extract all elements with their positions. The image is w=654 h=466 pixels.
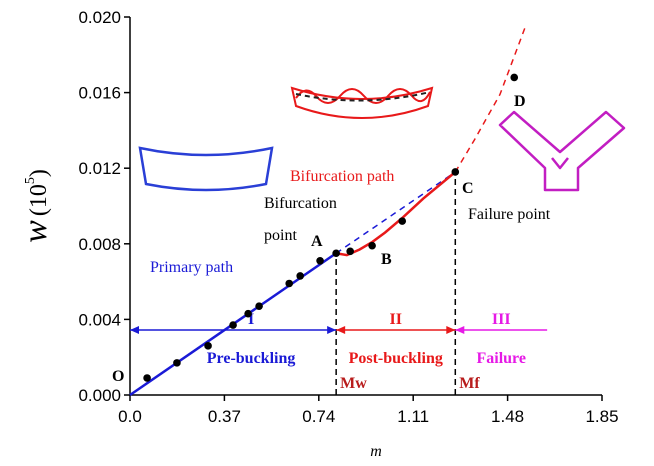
data-point [143, 374, 151, 382]
data-point [244, 309, 252, 318]
y-axis-label: w (105) [17, 169, 54, 243]
point-label: D [514, 93, 526, 110]
data-point [173, 359, 181, 367]
y-tick-label: 0.020 [78, 8, 121, 27]
data-point [510, 73, 519, 82]
x-tick-label: 0.0 [118, 407, 142, 426]
x-axis-label: m [370, 443, 382, 460]
region-label: Failure [476, 350, 525, 367]
annotation: Bifurcation [264, 195, 337, 212]
x-tick-label: 1.11 [397, 407, 429, 426]
data-point [368, 241, 376, 250]
x-tick-label: 0.37 [208, 407, 241, 426]
arrow-head [446, 326, 456, 334]
annotation: point [264, 227, 297, 244]
point-label: A [311, 233, 323, 250]
marker-label: Mf [459, 375, 480, 392]
data-point [316, 257, 324, 265]
annotation: Failure point [468, 206, 551, 223]
arrow-head [336, 326, 346, 334]
inset-failure [498, 110, 626, 192]
arrow-head [327, 326, 337, 334]
data-point [332, 249, 340, 258]
point-label: B [381, 251, 392, 268]
marker-label: Mw [340, 375, 367, 392]
inset-postbuckling [290, 86, 434, 119]
data-point [451, 168, 460, 176]
plot-area: 0.000 0.004 0.008 0.012 0.016 0.020 0.0 0.37 0.7… [78, 8, 618, 426]
data-point [398, 217, 407, 225]
y-label-exp: 5 [23, 177, 38, 184]
series-label: Bifurcation path [290, 168, 394, 185]
region-numeral: III [492, 311, 511, 328]
x-tick-label: 1.48 [491, 407, 524, 426]
y-tick-label: 0.004 [78, 310, 121, 329]
data-point [255, 302, 263, 310]
data-point [285, 279, 294, 288]
series-label: Primary path [150, 259, 233, 276]
arrow-head [455, 326, 465, 334]
region-numeral: II [389, 311, 401, 328]
y-label-close: ) [26, 169, 52, 177]
data-point [204, 342, 212, 350]
y-tick-label: 0.016 [78, 84, 121, 103]
point-label: O [112, 368, 124, 385]
point-label: C [462, 180, 474, 197]
data-point [296, 272, 304, 280]
series-line [335, 171, 456, 254]
y-tick-label: 0.000 [78, 386, 121, 405]
region-label: Post-buckling [349, 350, 443, 367]
y-tick-label: 0.012 [78, 159, 121, 178]
y-label-base: (10 [26, 184, 52, 216]
x-tick-label: 1.85 [585, 407, 618, 426]
region-numeral: I [248, 311, 254, 328]
series-line [454, 26, 527, 173]
data-point [229, 321, 237, 329]
y-label-var: w [17, 220, 54, 243]
y-tick-label: 0.008 [78, 235, 121, 254]
data-point [346, 247, 354, 256]
inset-prebuckling [138, 146, 274, 192]
inset-wrinkles [295, 88, 431, 104]
x-tick-label: 0.74 [302, 407, 335, 426]
arrow-head [130, 326, 139, 334]
region-label: Pre-buckling [207, 350, 296, 367]
inset-midline [295, 91, 431, 102]
